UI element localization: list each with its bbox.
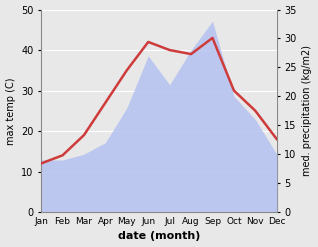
Y-axis label: max temp (C): max temp (C) — [5, 77, 16, 144]
X-axis label: date (month): date (month) — [118, 231, 200, 242]
Y-axis label: med. precipitation (kg/m2): med. precipitation (kg/m2) — [302, 45, 313, 176]
